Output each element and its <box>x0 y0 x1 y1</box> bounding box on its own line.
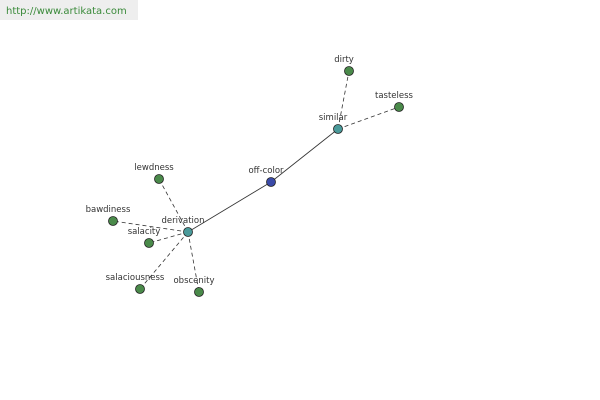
node[interactable] <box>154 174 164 184</box>
node[interactable] <box>135 284 145 294</box>
node[interactable] <box>194 287 204 297</box>
edge <box>270 128 339 183</box>
node-label[interactable]: bawdiness <box>86 205 131 215</box>
node-label[interactable]: obscenity <box>173 276 214 286</box>
node-label[interactable]: lewdness <box>134 163 174 173</box>
node[interactable] <box>394 102 404 112</box>
node-label[interactable]: tasteless <box>375 91 414 101</box>
nodes: off-color similar dirty tasteless derivation… <box>86 55 414 297</box>
edge <box>337 70 350 130</box>
node-label[interactable]: dirty <box>334 55 354 65</box>
edge <box>337 106 400 130</box>
node[interactable] <box>266 177 276 187</box>
node[interactable] <box>144 238 154 248</box>
edges <box>112 70 400 293</box>
edge <box>187 181 272 233</box>
node[interactable] <box>333 124 343 134</box>
site-url[interactable]: http://www.artikata.com <box>6 6 127 17</box>
node-label[interactable]: derivation <box>161 216 204 226</box>
node[interactable] <box>108 216 118 226</box>
url-box <box>0 0 138 20</box>
edge <box>139 231 189 290</box>
node-label[interactable]: off-color <box>248 166 284 176</box>
edge <box>112 220 189 233</box>
edge <box>187 231 200 293</box>
node[interactable] <box>344 66 354 76</box>
node[interactable] <box>183 227 193 237</box>
node-label[interactable]: salacity <box>128 227 161 237</box>
node-label[interactable]: similar <box>319 113 348 123</box>
edge <box>158 178 189 233</box>
node-label[interactable]: salaciousness <box>106 273 165 283</box>
